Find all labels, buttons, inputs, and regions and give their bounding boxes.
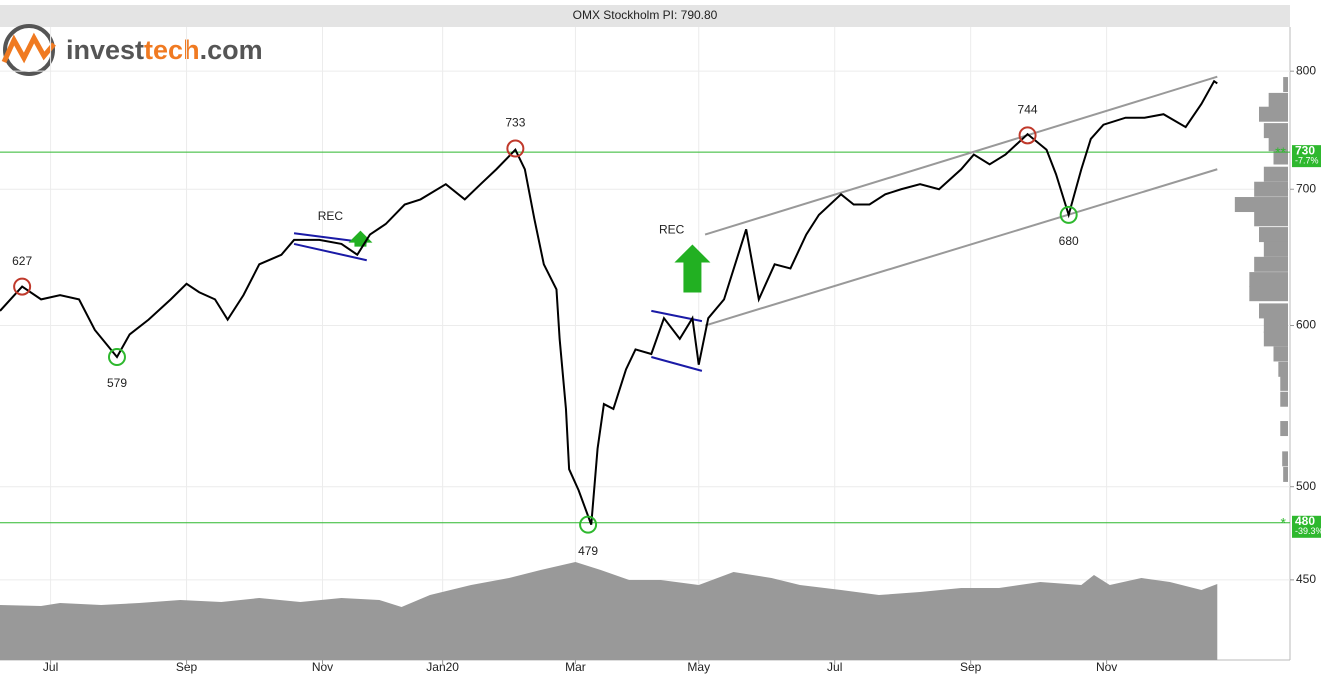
volume-profile-bar bbox=[1263, 241, 1288, 257]
volume-profile-bar bbox=[1263, 331, 1288, 347]
x-tick-label: Nov bbox=[1096, 660, 1117, 674]
signal-label: REC bbox=[659, 223, 685, 237]
extreme-marker bbox=[579, 515, 598, 534]
level-value: 730 bbox=[1295, 143, 1315, 157]
extreme-marker bbox=[506, 139, 525, 158]
level-value: 480 bbox=[1295, 514, 1315, 528]
volume-profile-bar bbox=[1259, 227, 1288, 243]
x-tick-label: Jan20 bbox=[426, 660, 459, 674]
logo-text: investtech.com bbox=[66, 35, 263, 65]
title-bar bbox=[0, 5, 1290, 27]
level-stars: ** bbox=[1275, 144, 1286, 160]
volume-profile-bar bbox=[1259, 106, 1288, 122]
volume-profile-bar bbox=[1280, 391, 1288, 407]
y-tick-label: 450 bbox=[1296, 572, 1316, 586]
level-badge bbox=[1292, 145, 1321, 168]
volume-profile-bar bbox=[1282, 451, 1288, 467]
volume-profile-bar bbox=[1234, 197, 1288, 213]
x-tick-label: Sep bbox=[176, 660, 198, 674]
signal-upper bbox=[651, 309, 703, 323]
signal-arrow bbox=[348, 230, 373, 247]
signal-lower bbox=[651, 356, 703, 372]
volume-profile-bar bbox=[1280, 421, 1288, 437]
volume-profile-bar bbox=[1278, 361, 1288, 377]
level-stars: * bbox=[1281, 515, 1287, 531]
extreme-label: 579 bbox=[107, 376, 127, 390]
x-tick-label: Jul bbox=[43, 660, 58, 674]
volume-profile-bar bbox=[1254, 211, 1288, 227]
volume-profile-bar bbox=[1263, 166, 1288, 182]
logo: investtech.com bbox=[1, 24, 263, 76]
volume-profile-bar bbox=[1283, 77, 1288, 93]
extreme-label: 733 bbox=[505, 116, 525, 130]
volume-profile-bar bbox=[1254, 256, 1288, 272]
extreme-marker bbox=[13, 277, 32, 296]
extreme-label: 479 bbox=[578, 544, 598, 558]
trend-line bbox=[704, 75, 1218, 236]
level-change: -39.3% bbox=[1295, 526, 1321, 536]
y-tick-label: 700 bbox=[1296, 181, 1316, 195]
x-tick-label: Jul bbox=[827, 660, 842, 674]
volume-area bbox=[0, 562, 1218, 660]
x-tick-label: Mar bbox=[565, 660, 586, 674]
extreme-label: 680 bbox=[1059, 234, 1079, 248]
volume-profile-bar bbox=[1268, 92, 1288, 108]
volume-profile-bar bbox=[1254, 181, 1288, 197]
x-tick-label: Nov bbox=[312, 660, 333, 674]
signal-lower bbox=[293, 242, 367, 262]
signal-arrow bbox=[674, 244, 711, 293]
x-tick-label: Sep bbox=[960, 660, 982, 674]
y-tick-label: 600 bbox=[1296, 318, 1316, 332]
y-tick-label: 800 bbox=[1296, 63, 1316, 77]
volume-profile-bar bbox=[1273, 149, 1288, 165]
volume-profile-bar bbox=[1249, 286, 1288, 302]
logo-part: tech bbox=[144, 35, 200, 65]
grid bbox=[0, 27, 1290, 660]
y-tick-label: 500 bbox=[1296, 479, 1316, 493]
overlay bbox=[0, 75, 1290, 524]
volume-profile-bar bbox=[1268, 136, 1288, 152]
extreme-marker bbox=[107, 348, 126, 367]
extreme-label: 744 bbox=[1018, 103, 1038, 117]
volume-profile-bar bbox=[1280, 375, 1288, 391]
chart-title: OMX Stockholm PI: 790.80 bbox=[573, 8, 718, 22]
logo-part: invest bbox=[66, 35, 144, 65]
signal-label: REC bbox=[318, 209, 344, 223]
volume-profile-bar bbox=[1273, 346, 1288, 362]
volume-profile-bar bbox=[1259, 303, 1288, 319]
logo-part: .com bbox=[200, 35, 263, 65]
level-change: -7.7% bbox=[1295, 156, 1319, 166]
price-line bbox=[0, 79, 1218, 525]
volume-profile-bar bbox=[1263, 123, 1288, 139]
trend-line bbox=[704, 168, 1218, 327]
extreme-marker bbox=[1018, 126, 1037, 145]
volume-layer bbox=[0, 77, 1288, 660]
volume-profile-bar bbox=[1263, 318, 1288, 334]
volume-profile-bar bbox=[1283, 466, 1288, 482]
x-tick-label: May bbox=[687, 660, 710, 674]
extreme-label: 627 bbox=[12, 254, 32, 268]
volume-profile-bar bbox=[1249, 272, 1288, 288]
level-badge bbox=[1292, 515, 1321, 538]
logo-zigzag bbox=[1, 32, 56, 64]
extreme-marker bbox=[1059, 205, 1078, 224]
